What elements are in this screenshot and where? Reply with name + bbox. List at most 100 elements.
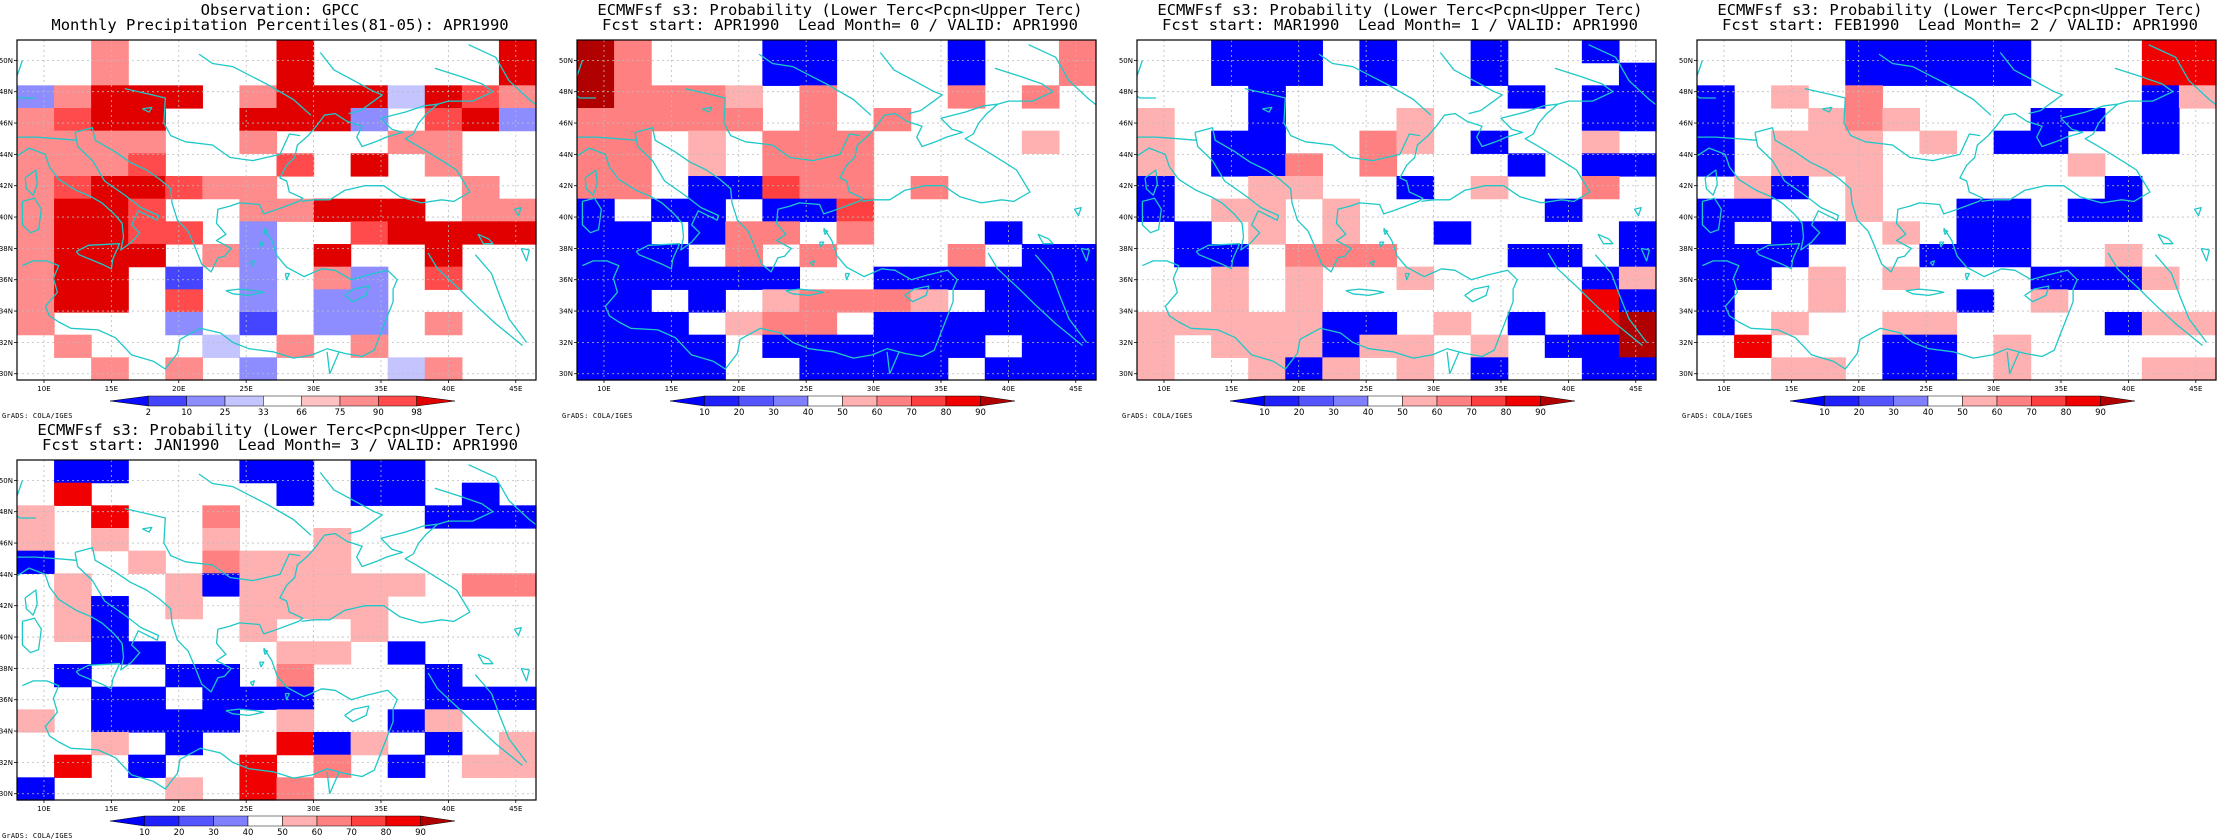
grid-cell (17, 777, 55, 801)
grid-cell (1808, 357, 1846, 381)
coastline (2157, 233, 2174, 245)
grid-cell (17, 198, 55, 222)
grid-cell (762, 176, 801, 200)
lon-tick-label: 25E (239, 805, 252, 813)
grid-cell (1211, 312, 1249, 336)
grid-cell (128, 754, 166, 778)
colorbar-label: 50 (1957, 408, 1968, 418)
grid-cell (350, 153, 389, 177)
grid-cell (350, 221, 389, 245)
grid-cell (910, 334, 949, 358)
grid-cell (577, 334, 615, 358)
coastline (22, 227, 398, 370)
lat-tick-label: 46N (559, 120, 573, 128)
grid-cell (1808, 108, 1846, 132)
grid-cell (651, 108, 689, 132)
grid-cell (1618, 221, 1657, 245)
coastline (1194, 103, 1591, 273)
grid-cell (725, 266, 763, 290)
grid-cell (1845, 62, 1883, 86)
colorbar-label: 30 (1888, 408, 1899, 418)
grid-cell (1697, 312, 1735, 336)
grid-cell (17, 709, 55, 733)
grid-cell (1956, 62, 1995, 86)
lat-tick-label: 30N (559, 370, 573, 378)
grid-cell (2141, 40, 2180, 64)
coastline (577, 132, 720, 251)
coastline (1554, 67, 1614, 105)
grid-cell (1322, 221, 1361, 245)
grid-cell (276, 460, 315, 484)
grid-cell (313, 266, 352, 290)
grid-cell (1058, 266, 1097, 290)
grid-cell (1734, 198, 1772, 222)
grid-cell (1359, 130, 1398, 154)
grid-cell (1021, 130, 1060, 154)
coastline (263, 228, 269, 235)
colorbar-swatch (282, 815, 318, 827)
grid-cell (54, 108, 92, 132)
lat-tick-label: 44N (0, 571, 13, 579)
grid-cell (910, 312, 949, 336)
grid-cell (688, 334, 726, 358)
grid-cell (1322, 244, 1361, 268)
lat-tick-label: 40N (559, 214, 573, 222)
coastline (75, 243, 121, 270)
graticule (17, 40, 536, 380)
coastline (1704, 169, 1718, 196)
grid-cell (165, 289, 203, 313)
grid-cell (2141, 357, 2180, 381)
colorbar-label: 60 (312, 828, 323, 838)
grid-cell (54, 289, 92, 313)
grid-cell (1137, 198, 1175, 222)
coastline (1137, 60, 1156, 99)
colorbar-label: 98 (411, 408, 422, 418)
grid-cell (1771, 244, 1809, 268)
lon-tick-label: 45E (2189, 385, 2202, 393)
lat-tick-label: 48N (0, 508, 13, 516)
colorbar-label: 30 (208, 828, 219, 838)
coastline (225, 288, 265, 297)
lat-tick-label: 50N (1679, 57, 1693, 65)
lat-tick-label: 38N (559, 245, 573, 253)
map-panel-lead-3: ECMWFsf s3: Probability (Lower Terc<Pcpn… (0, 420, 560, 840)
grid-cell (614, 266, 652, 290)
grid-cell (1993, 244, 2032, 268)
grid-cell (1697, 266, 1735, 290)
colorbar-swatch (1333, 395, 1369, 407)
grid-cell (762, 334, 801, 358)
coastline (1262, 106, 1273, 113)
coastline (198, 473, 312, 536)
coastline (584, 169, 598, 196)
lat-tick-label: 34N (1679, 308, 1693, 316)
grid-cell (1285, 153, 1323, 177)
grid-cell (1845, 153, 1883, 177)
grid-cell (614, 221, 652, 245)
lon-tick-label: 15E (665, 385, 678, 393)
grads-credit: GrADS: COLA/IGES (2, 832, 73, 840)
grid-cell (1021, 312, 1060, 336)
coastline (1449, 351, 1460, 374)
coastline (2024, 285, 2050, 303)
grid-cell (17, 244, 55, 268)
grid-cell (1285, 312, 1323, 336)
lon-tick-label: 10E (37, 385, 50, 393)
coastline (17, 132, 160, 251)
grid-cell (54, 460, 92, 484)
grid-cell (1845, 198, 1883, 222)
colorbar-swatch (2065, 395, 2101, 407)
grid-cell (91, 244, 129, 268)
grid-cell (762, 40, 801, 64)
coastline (513, 626, 522, 637)
coastline (468, 464, 536, 526)
grid-cell (1174, 312, 1212, 336)
lat-tick-label: 42N (1119, 182, 1133, 190)
grid-cell (498, 221, 537, 245)
grid-cell (239, 357, 278, 381)
grid-cell (651, 85, 689, 109)
grid-cell (239, 754, 278, 778)
grid-cell (1285, 266, 1323, 290)
coastline (1037, 233, 1054, 245)
grid-cell (276, 334, 315, 358)
grid-cell (873, 108, 912, 132)
